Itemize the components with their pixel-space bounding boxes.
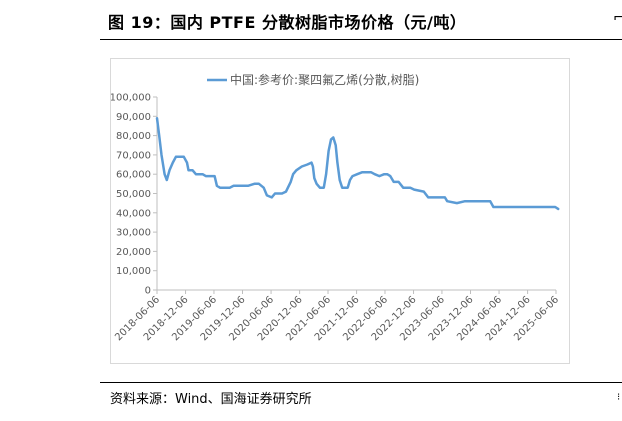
y-tick-label: 90,000 — [116, 112, 151, 123]
page-edge-mark: ⌐ — [613, 10, 622, 26]
y-tick-label: 100,000 — [111, 93, 151, 104]
y-tick-label: 40,000 — [116, 208, 151, 219]
y-tick-label: 70,000 — [116, 150, 151, 161]
y-tick-label: 60,000 — [116, 170, 151, 181]
y-tick-label: 10,000 — [116, 266, 151, 277]
price-line-chart: 中国:参考价:聚四氟乙烯(分散,树脂) 0 10,000 20,000 30,000 4… — [111, 72, 561, 343]
y-axis: 0 10,000 20,000 30,000 40,000 50,000 60,000 70,… — [111, 93, 158, 297]
x-axis: 2018-06-062018-12-062019-06-062019-12-06… — [113, 289, 561, 343]
title-divider — [100, 39, 622, 40]
source-note: 资料来源：Wind、国海证券研究所 — [110, 392, 312, 407]
y-tick-label: 0 — [145, 286, 151, 297]
y-tick-label: 80,000 — [116, 131, 151, 142]
figure-title: 图 19：国内 PTFE 分散树脂市场价格（元/吨） — [108, 13, 467, 32]
series-line-ptfe-price — [155, 116, 560, 211]
footer-divider — [100, 382, 622, 383]
plot-area — [155, 116, 560, 211]
chart-frame: 中国:参考价:聚四氟乙烯(分散,树脂) 0 10,000 20,000 30,000 4… — [110, 58, 570, 364]
y-tick-label: 30,000 — [116, 228, 151, 239]
chart-legend: 中国:参考价:聚四氟乙烯(分散,树脂) — [207, 72, 419, 87]
y-tick-label: 50,000 — [116, 189, 151, 200]
y-tick-label: 20,000 — [116, 247, 151, 258]
page-edge-mark-bottom: ⁝ — [617, 392, 621, 403]
legend-label: 中国:参考价:聚四氟乙烯(分散,树脂) — [230, 72, 419, 87]
